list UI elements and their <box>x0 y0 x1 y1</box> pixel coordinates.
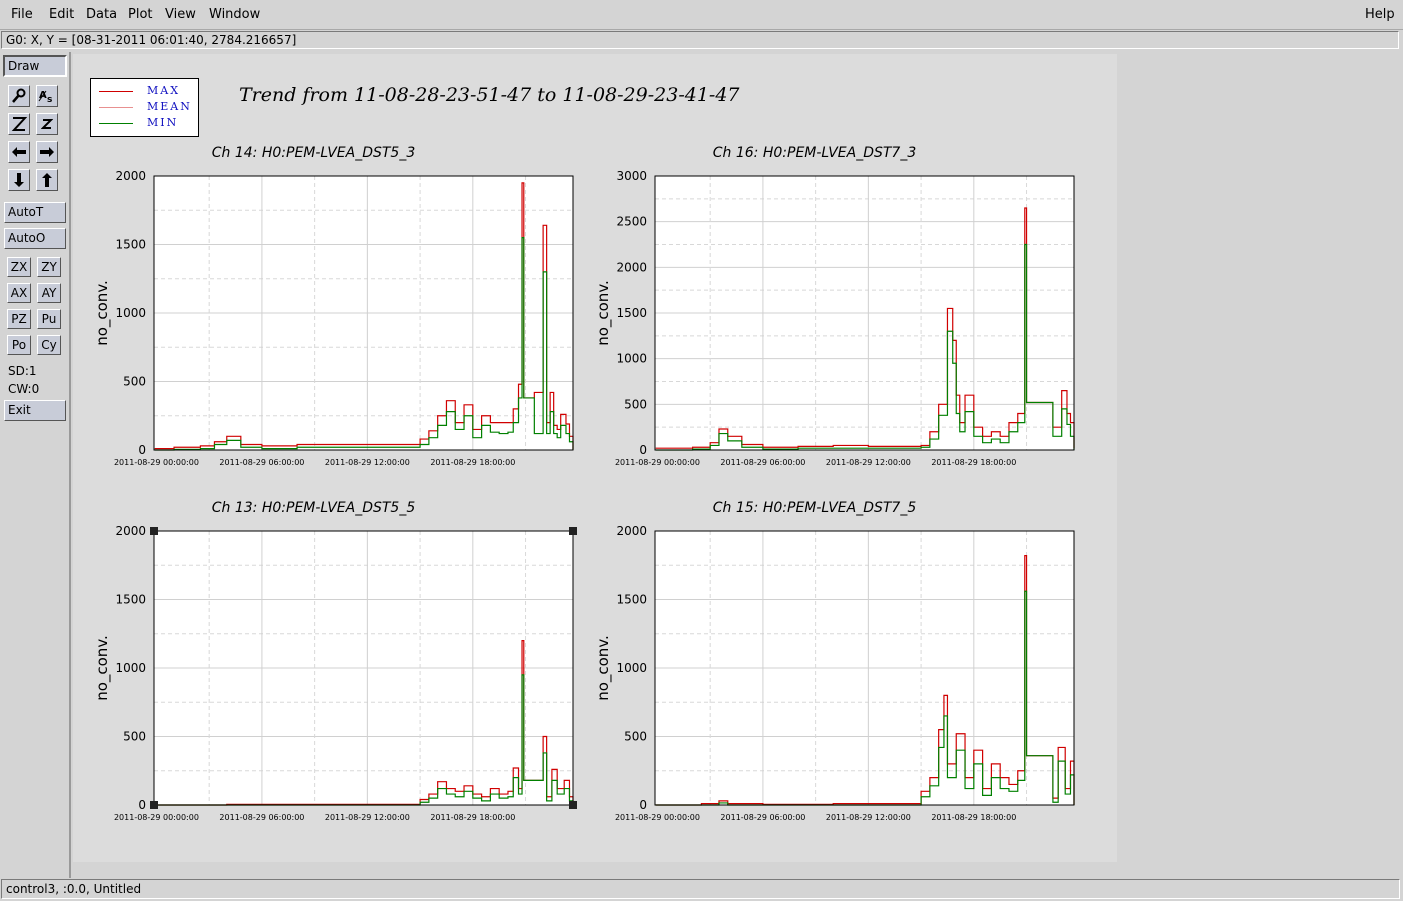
toolbar: Draw As AutoT AutoO ZX ZY AX AY PZ Pu Po… <box>0 52 71 878</box>
ay-button[interactable]: AY <box>37 283 61 303</box>
cy-button[interactable]: Cy <box>37 335 61 355</box>
arrow-down-icon[interactable] <box>8 169 30 191</box>
menu-help[interactable]: Help <box>1365 7 1395 22</box>
plot-canvas[interactable] <box>73 54 1117 862</box>
zy-button[interactable]: ZY <box>37 257 61 277</box>
legend[interactable]: MAX MEAN MIN <box>90 78 199 137</box>
menu-plot[interactable]: Plot <box>128 7 153 22</box>
legend-line-mean <box>99 107 133 108</box>
auto-t-button[interactable]: AutoT <box>4 202 66 223</box>
zx-button[interactable]: ZX <box>7 257 31 277</box>
exit-button[interactable]: Exit <box>4 400 66 421</box>
menu-file[interactable]: File <box>11 7 33 22</box>
po-button[interactable]: Po <box>7 335 31 355</box>
status-text: control3, :0.0, Untitled <box>6 882 142 896</box>
arrow-right-icon[interactable] <box>36 141 58 163</box>
legend-line-min <box>99 123 133 124</box>
as-text-icon[interactable]: As <box>36 85 58 107</box>
legend-label-min: MIN <box>147 116 179 129</box>
menu-window[interactable]: Window <box>209 7 261 22</box>
trend-title: Trend from 11-08-28-23-51-47 to 11-08-29… <box>239 84 740 106</box>
auto-o-button[interactable]: AutoO <box>4 228 66 249</box>
menu-bar: File Edit Data Plot View Window Help <box>0 0 1403 30</box>
arrow-up-icon[interactable] <box>36 169 58 191</box>
legend-label-mean: MEAN <box>147 100 192 113</box>
coordinate-readout-bar: G0: X, Y = [08-31-2011 06:01:40, 2784.21… <box>1 31 1399 49</box>
legend-label-max: MAX <box>147 84 181 97</box>
sd-indicator: SD:1 <box>8 364 37 378</box>
draw-button[interactable]: Draw <box>3 55 67 77</box>
pz-button[interactable]: PZ <box>7 309 31 329</box>
menu-edit[interactable]: Edit <box>49 7 75 22</box>
status-bar: control3, :0.0, Untitled <box>1 879 1400 899</box>
arrow-left-icon[interactable] <box>8 141 30 163</box>
legend-line-max <box>99 91 133 92</box>
zoom-out-icon[interactable] <box>8 113 30 135</box>
ax-button[interactable]: AX <box>7 283 31 303</box>
cw-indicator: CW:0 <box>8 382 40 396</box>
magnifier-icon[interactable] <box>8 85 30 107</box>
menu-view[interactable]: View <box>165 7 196 22</box>
pu-button[interactable]: Pu <box>37 309 61 329</box>
zoom-in-icon[interactable] <box>36 113 58 135</box>
menu-data[interactable]: Data <box>86 7 118 22</box>
svg-text:s: s <box>47 95 52 104</box>
coordinate-readout: G0: X, Y = [08-31-2011 06:01:40, 2784.21… <box>6 33 297 47</box>
